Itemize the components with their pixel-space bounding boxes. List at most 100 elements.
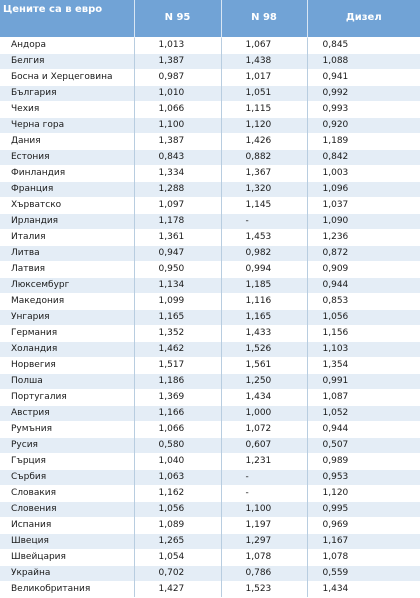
diesel-cell: 0,944: [307, 421, 420, 438]
table-row: Латвия 0,950 0,994 0,909: [0, 261, 420, 278]
n98-cell: 0,882: [221, 149, 308, 166]
table-body: Андора 1,013 1,067 0,845 Белгия 1,387 1,438 1,0…: [0, 37, 420, 597]
n98-cell: 1,000: [221, 405, 308, 422]
n95-cell: 1,517: [134, 357, 222, 374]
n98-cell: 1,438: [221, 53, 308, 70]
n95-cell: 1,099: [134, 293, 222, 310]
table-row: Андора 1,013 1,067 0,845: [0, 37, 420, 54]
diesel-cell: 0,992: [307, 85, 420, 102]
country-cell: Австрия: [0, 405, 135, 422]
diesel-cell: 1,037: [307, 197, 420, 214]
n95-cell: 1,387: [134, 53, 222, 70]
table-row: Люксембург 1,134 1,185 0,944: [0, 277, 420, 294]
diesel-cell: 1,120: [307, 485, 420, 502]
diesel-cell: 1,156: [307, 325, 420, 342]
n98-cell: 1,197: [221, 517, 308, 534]
table-row: Италия 1,361 1,453 1,236: [0, 229, 420, 246]
table-row: Гърция 1,040 1,231 0,989: [0, 453, 420, 470]
n95-cell: 1,361: [134, 229, 222, 246]
n98-cell: 1,120: [221, 117, 308, 134]
n95-cell: 1,100: [134, 117, 222, 134]
table-row: Хърватско 1,097 1,145 1,037: [0, 197, 420, 214]
table-row: Словения 1,056 1,100 0,995: [0, 501, 420, 518]
country-cell: Люксембург: [0, 277, 135, 294]
header-diesel: Дизел: [307, 0, 420, 38]
diesel-cell: 1,236: [307, 229, 420, 246]
country-cell: Естония: [0, 149, 135, 166]
diesel-cell: 1,087: [307, 389, 420, 406]
n95-cell: 1,165: [134, 309, 222, 326]
country-cell: Великобритания: [0, 581, 135, 597]
country-cell: Хърватско: [0, 197, 135, 214]
diesel-cell: 0,845: [307, 37, 420, 54]
n95-cell: 1,056: [134, 501, 222, 518]
table-row: Босна и Херцеговина 0,987 1,017 0,941: [0, 69, 420, 86]
n95-cell: 1,089: [134, 517, 222, 534]
n98-cell: 1,165: [221, 309, 308, 326]
n95-cell: 1,334: [134, 165, 222, 182]
country-cell: Финландия: [0, 165, 135, 182]
diesel-cell: 1,167: [307, 533, 420, 550]
table-row: Швеция 1,265 1,297 1,167: [0, 533, 420, 550]
n98-cell: 1,297: [221, 533, 308, 550]
country-cell: Македония: [0, 293, 135, 310]
n95-cell: 1,288: [134, 181, 222, 198]
n95-cell: 1,162: [134, 485, 222, 502]
country-cell: Латвия: [0, 261, 135, 278]
country-cell: Швейцария: [0, 549, 135, 566]
n98-cell: 1,145: [221, 197, 308, 214]
n98-cell: 0,982: [221, 245, 308, 262]
table-row: Холандия 1,462 1,526 1,103: [0, 341, 420, 358]
diesel-cell: 0,989: [307, 453, 420, 470]
country-cell: Сърбия: [0, 469, 135, 486]
header-n95: N 95: [134, 0, 222, 38]
n98-cell: 0,607: [221, 437, 308, 454]
n95-cell: 1,352: [134, 325, 222, 342]
diesel-cell: 1,090: [307, 213, 420, 230]
diesel-cell: 1,003: [307, 165, 420, 182]
n95-cell: 1,010: [134, 85, 222, 102]
n98-cell: -: [221, 469, 308, 486]
diesel-cell: 0,920: [307, 117, 420, 134]
n95-cell: 1,178: [134, 213, 222, 230]
n98-cell: 1,017: [221, 69, 308, 86]
diesel-cell: 0,507: [307, 437, 420, 454]
n95-cell: 1,166: [134, 405, 222, 422]
table-row: Белгия 1,387 1,438 1,088: [0, 53, 420, 70]
n95-cell: 0,950: [134, 261, 222, 278]
country-cell: Гърция: [0, 453, 135, 470]
n98-cell: 1,115: [221, 101, 308, 118]
diesel-cell: 0,559: [307, 565, 420, 582]
n95-cell: 1,369: [134, 389, 222, 406]
table-row: Ирландия 1,178-1,090: [0, 213, 420, 230]
diesel-cell: 0,969: [307, 517, 420, 534]
n98-cell: 1,051: [221, 85, 308, 102]
diesel-cell: 1,354: [307, 357, 420, 374]
n98-cell: 0,786: [221, 565, 308, 582]
n98-cell: 1,433: [221, 325, 308, 342]
n98-cell: 1,426: [221, 133, 308, 150]
diesel-cell: 1,189: [307, 133, 420, 150]
n95-cell: 1,063: [134, 469, 222, 486]
diesel-cell: 0,941: [307, 69, 420, 86]
table-row: Швейцария 1,054 1,078 1,078: [0, 549, 420, 566]
n98-cell: 0,994: [221, 261, 308, 278]
table-row: Литва 0,947 0,982 0,872: [0, 245, 420, 262]
n98-cell: 1,367: [221, 165, 308, 182]
table-row: Испания 1,089 1,197 0,969: [0, 517, 420, 534]
table-row: Естония 0,843 0,882 0,842: [0, 149, 420, 166]
diesel-cell: 1,052: [307, 405, 420, 422]
n95-cell: 1,066: [134, 101, 222, 118]
table-row: Черна гора 1,100 1,120 0,920: [0, 117, 420, 134]
country-cell: България: [0, 85, 135, 102]
n98-cell: 1,067: [221, 37, 308, 54]
n98-cell: 1,320: [221, 181, 308, 198]
country-cell: Чехия: [0, 101, 135, 118]
n98-cell: 1,231: [221, 453, 308, 470]
diesel-cell: 0,995: [307, 501, 420, 518]
n95-cell: 1,054: [134, 549, 222, 566]
country-cell: Ирландия: [0, 213, 135, 230]
table-row: Словакия 1,162-1,120: [0, 485, 420, 502]
country-cell: Холандия: [0, 341, 135, 358]
